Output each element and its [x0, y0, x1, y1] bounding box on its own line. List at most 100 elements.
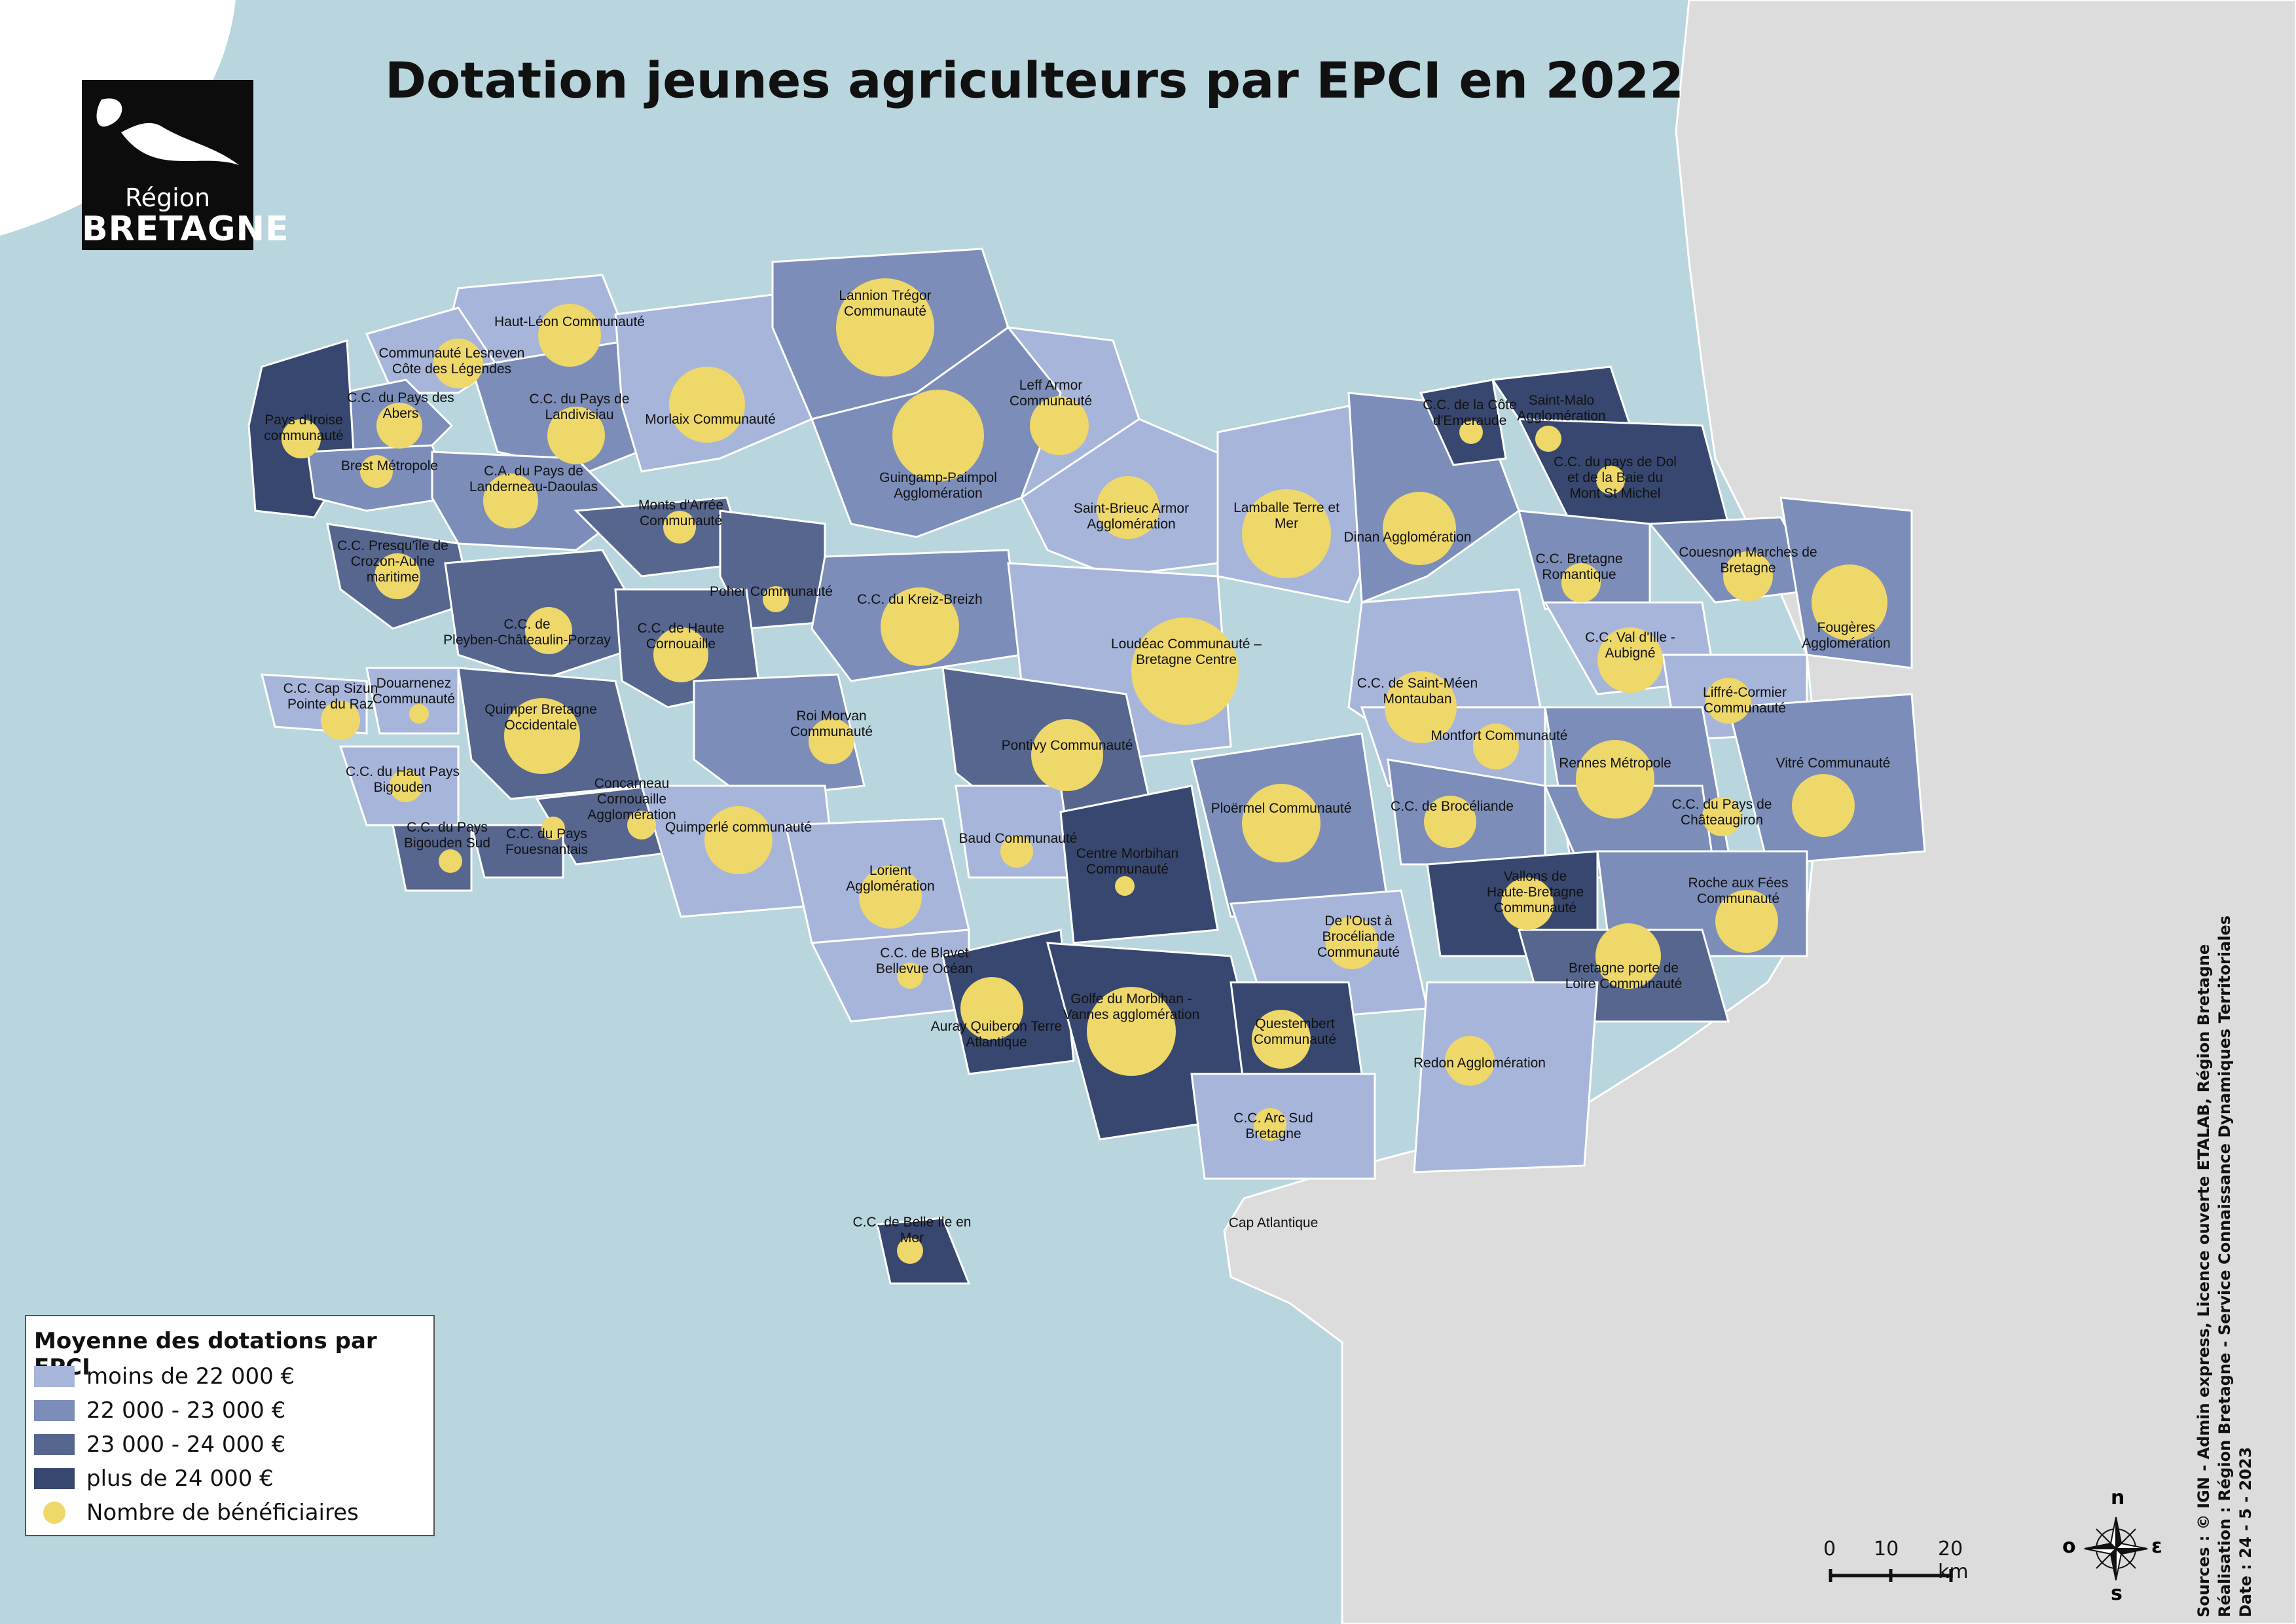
epci-32-label: Quimper Bretagne Occidentale	[484, 702, 597, 733]
epci-13-beneficiary-dot	[1383, 492, 1456, 565]
epci-45-label: C.C. du Pays de Châteaugiron	[1672, 797, 1772, 828]
epci-51-beneficiary-dot	[1326, 917, 1378, 969]
epci-19-beneficiary-dot	[1812, 564, 1887, 640]
epci-44-label: C.C. de Brocéliande	[1391, 799, 1514, 814]
epci-1-beneficiary-dot	[433, 339, 483, 388]
epci-57-area	[1413, 981, 1599, 1173]
epci-51-label: De l'Oust à Brocéliande Communauté	[1317, 913, 1400, 960]
epci-5-label: C.C. du Pays de Landivisiau	[530, 392, 630, 422]
epci-35-label: Montfort Communauté	[1431, 728, 1568, 743]
epci-41-area	[392, 824, 473, 892]
epci-52-label: C.C. de Blavet Bellevue Océan	[876, 946, 973, 976]
epci-14-beneficiary-dot	[1459, 420, 1483, 444]
epci-9-beneficiary-dot	[892, 390, 984, 481]
epci-48-beneficiary-dot	[1115, 876, 1135, 896]
epci-50-label: Roche aux Fées Communauté	[1688, 876, 1789, 906]
epci-29-label: Liffré-Cormier Communauté	[1703, 685, 1787, 716]
epci-25-beneficiary-dot	[881, 587, 959, 666]
epci-11-beneficiary-dot	[1097, 476, 1159, 539]
epci-39-beneficiary-dot	[627, 811, 656, 840]
epci-30-beneficiary-dot	[321, 701, 360, 740]
legend: Moyenne des dotations par EPCI moins de …	[25, 1315, 435, 1536]
scale-line	[1829, 1569, 1953, 1582]
epci-50-beneficiary-dot	[1715, 890, 1778, 953]
epci-12-label: Lamballe Terre et Mer	[1233, 500, 1339, 531]
epci-43-beneficiary-dot	[1242, 784, 1321, 862]
epci-59-label: Cap Atlantique	[1229, 1215, 1319, 1230]
legend-item: plus de 24 000 €	[34, 1464, 274, 1493]
epci-44-beneficiary-dot	[1424, 796, 1476, 848]
epci-41-beneficiary-dot	[439, 849, 462, 873]
epci-55-beneficiary-dot	[1252, 1010, 1311, 1069]
epci-18-label: Couesnon Marches de Bretagne	[1679, 545, 1817, 576]
epci-48-area	[1059, 784, 1219, 944]
legend-item: 23 000 - 24 000 €	[34, 1430, 285, 1459]
epci-46-beneficiary-dot	[859, 866, 922, 929]
epci-4-beneficiary-dot	[360, 455, 393, 488]
legend-item: moins de 22 000 €	[34, 1362, 295, 1391]
legend-swatch	[34, 1366, 75, 1387]
epci-35-beneficiary-dot	[1473, 724, 1519, 769]
epci-57-beneficiary-dot	[1445, 1036, 1495, 1086]
epci-19-label: Fougères Agglomération	[1802, 620, 1890, 651]
epci-42-area	[470, 824, 564, 879]
epci-20-label: C.C. Presqu'île de Crozon-Aulne maritime	[337, 538, 448, 585]
epci-43-label: Ploërmel Communauté	[1211, 801, 1352, 816]
epci-23-label: C.C. de Pleyben-Châteaulin-Porzay	[443, 617, 611, 648]
epci-52-beneficiary-dot	[897, 963, 923, 989]
epci-25-label: C.C. du Kreiz-Breizh	[857, 592, 982, 607]
epci-42-beneficiary-dot	[541, 817, 565, 840]
epci-8-label: Lannion Trégor Communauté	[839, 288, 931, 319]
epci-26-beneficiary-dot	[1131, 618, 1239, 725]
epci-12-beneficiary-dot	[1242, 489, 1331, 578]
epci-56-label: Bretagne porte de Loire Communauté	[1565, 961, 1683, 991]
epci-17-label: C.C. Bretagne Romantique	[1535, 551, 1622, 582]
epci-23-beneficiary-dot	[525, 607, 572, 654]
epci-13-label: Dinan Agglomération	[1344, 530, 1472, 545]
epci-21-beneficiary-dot	[663, 511, 696, 544]
epci-16-label: C.C. du pays de Dol et de la Baie du Mont …	[1554, 454, 1677, 501]
epci-58-beneficiary-dot	[1254, 1108, 1286, 1141]
scale-tick-10: 10	[1874, 1538, 1899, 1560]
legend-item: 22 000 - 23 000 €	[34, 1396, 285, 1425]
epci-15-beneficiary-dot	[1535, 426, 1561, 452]
epci-55-label: Questembert Communauté	[1254, 1016, 1336, 1047]
compass-west: o	[2062, 1535, 2076, 1558]
epci-0-beneficiary-dot	[538, 304, 601, 367]
legend-swatch	[34, 1400, 75, 1421]
epci-37-label: Vitré Communauté	[1776, 756, 1891, 771]
epci-42-label: C.C. du Pays Fouesnantais	[505, 826, 588, 857]
epci-31-area	[365, 667, 460, 735]
epci-5-area	[470, 339, 656, 473]
epci-33-beneficiary-dot	[809, 718, 854, 764]
epci-20-beneficiary-dot	[374, 553, 420, 599]
legend-label: moins de 22 000 €	[86, 1363, 295, 1390]
epci-0-label: Haut-Léon Communauté	[494, 314, 645, 329]
epci-58-label: C.C. Arc Sud Bretagne	[1233, 1111, 1313, 1141]
map-title: Dotation jeunes agriculteurs par EPCI en…	[384, 51, 1685, 109]
epci-36-label: Rennes Métropole	[1559, 756, 1671, 771]
epci-2-beneficiary-dot	[376, 403, 422, 449]
epci-18-beneficiary-dot	[1723, 551, 1773, 601]
epci-39-label: Concarneau Cornouaille Agglomération	[587, 776, 676, 822]
epci-11-label: Saint-Brieuc Armor Agglomération	[1074, 501, 1189, 532]
epci-14-area	[1419, 378, 1507, 466]
epci-6-beneficiary-dot	[483, 473, 538, 528]
epci-24-beneficiary-dot	[653, 627, 708, 682]
epci-labels: Haut-Léon Communauté Communauté Lesneven C…	[264, 288, 1890, 1246]
epci-7-label: Morlaix Communauté	[645, 412, 776, 427]
epci-3-beneficiary-dot	[282, 419, 321, 458]
epci-46-label: Lorient Agglomération	[846, 863, 934, 894]
epci-34-label: Pontivy Communauté	[1002, 738, 1133, 753]
epci-7-beneficiary-dot	[669, 367, 745, 443]
epci-22-beneficiary-dot	[763, 586, 789, 612]
legend-dot	[43, 1502, 65, 1524]
epci-3-label: Pays d'Iroise communauté	[264, 413, 343, 443]
region-bretagne-logo: Région BRETAGNE	[82, 80, 289, 250]
epci-31-label: Douarnenez Communauté	[373, 676, 455, 707]
epci-4-label: Brest Métropole	[341, 458, 438, 473]
compass-rose-icon	[2084, 1517, 2148, 1581]
scale-bar: 0 10 20 km	[1820, 1538, 1969, 1590]
epci-10-beneficiary-dot	[1030, 396, 1089, 455]
epci-27-label: C.C. de Saint-Méen Montauban	[1357, 676, 1478, 707]
